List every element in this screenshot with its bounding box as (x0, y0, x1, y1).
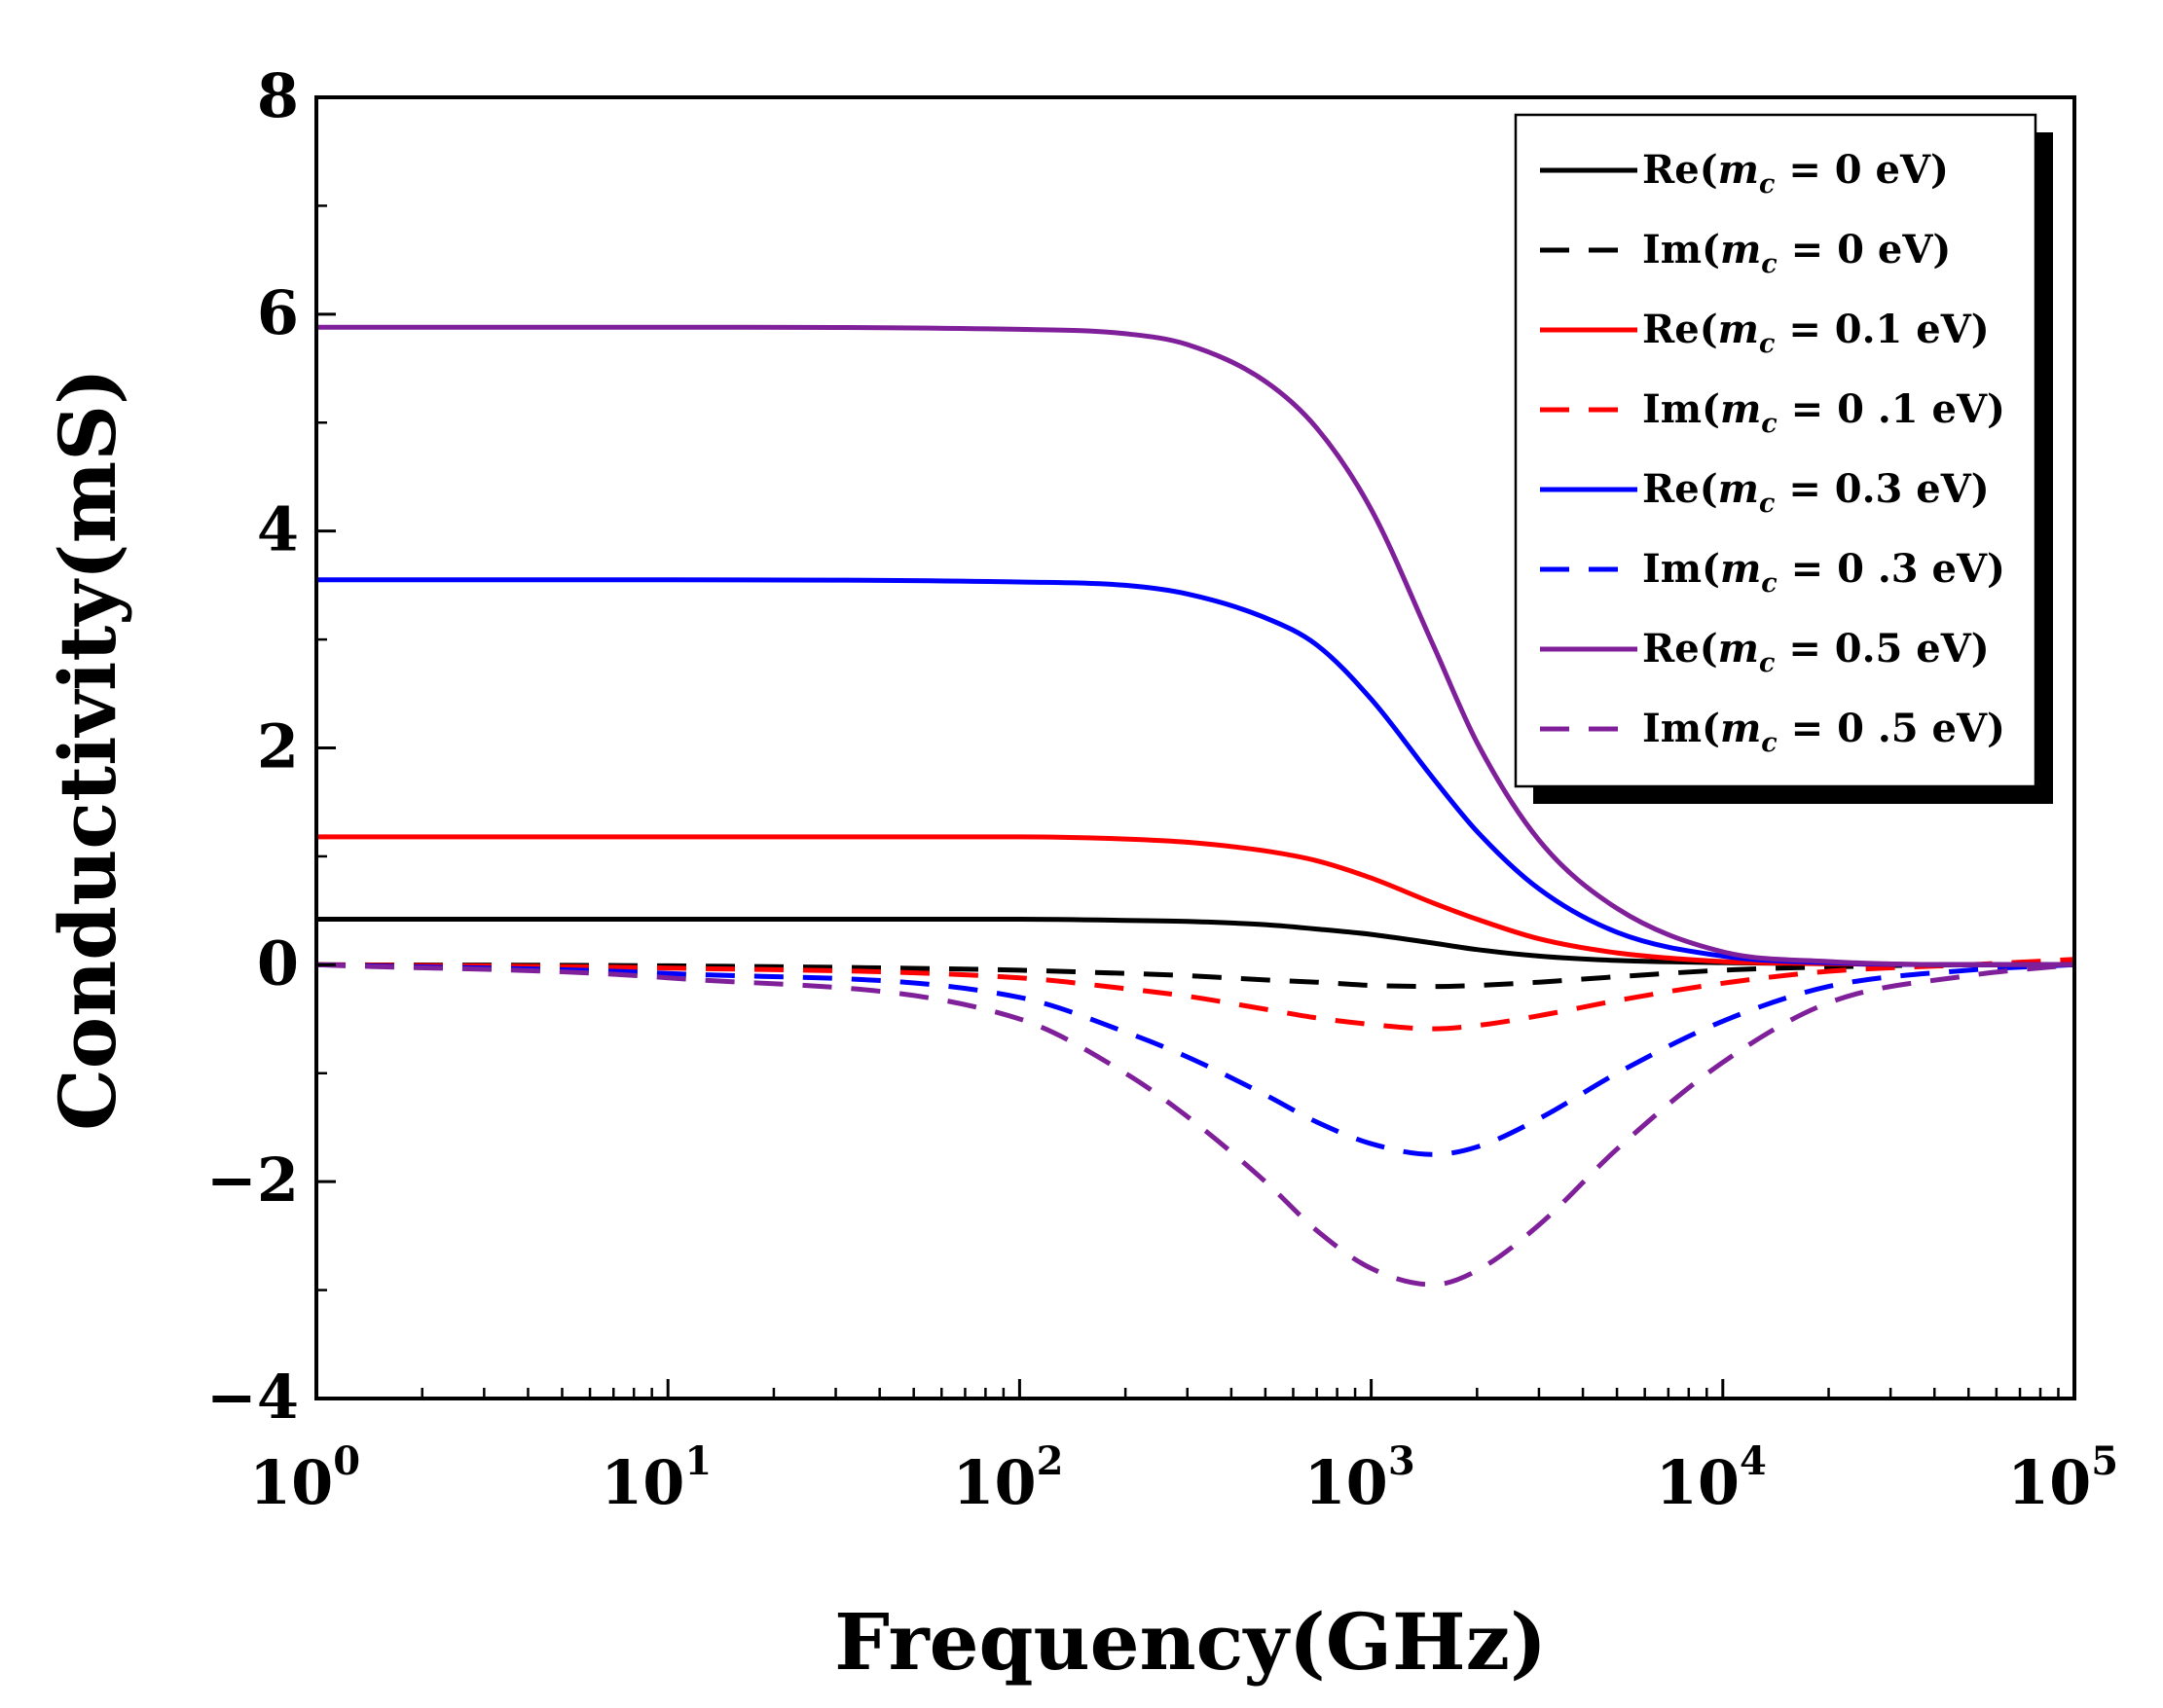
legend-label: Im(mc = 0 eV) (1642, 227, 1951, 279)
y-tick-label: 2 (257, 711, 299, 782)
y-tick-label: 8 (257, 60, 299, 131)
series-line-2 (315, 834, 2074, 967)
series-line-0 (316, 916, 2074, 967)
x-tick-label: 105 (2007, 1438, 2118, 1518)
y-tick-label: 0 (257, 927, 299, 999)
y-tick-label: −2 (206, 1145, 299, 1216)
y-tick-label: 4 (257, 494, 299, 565)
x-tick-label: 104 (1656, 1438, 1767, 1518)
legend: Re(mc = 0 eV) Im(mc = 0 eV) Re(mc = 0.1 eV… (1514, 113, 2053, 804)
series-line-7 (315, 962, 2075, 1288)
legend-label: Im(mc = 0 .3 eV) (1642, 546, 2005, 599)
series-line-1 (315, 962, 2074, 990)
y-tick-label: 6 (257, 277, 299, 348)
x-tick-label: 100 (249, 1438, 360, 1518)
series-layer (315, 324, 2075, 1288)
x-tick-label: 103 (1304, 1438, 1415, 1518)
legend-label: Re(mc = 0.1 eV) (1642, 307, 1990, 359)
y-axis-title: Conductivity(mS) (42, 368, 133, 1131)
legend-label: Re(mc = 0.3 eV) (1642, 466, 1990, 519)
legend-label: Re(mc = 0.5 eV) (1642, 626, 1990, 678)
legend-label: Re(mc = 0 eV) (1642, 147, 1949, 200)
series-line-5 (315, 962, 2075, 1157)
y-tick-label: −4 (206, 1362, 299, 1433)
legend-label: Im(mc = 0 .5 eV) (1642, 706, 2005, 758)
series-line-6 (316, 324, 2074, 967)
x-tick-label: 102 (952, 1438, 1063, 1518)
legend-box (1514, 113, 2037, 788)
x-axis-title: Frequency(GHz) (834, 1596, 1547, 1688)
legend-label: Im(mc = 0 .1 eV) (1642, 386, 2005, 439)
series-line-3 (315, 957, 2075, 1032)
x-tick-label: 101 (601, 1438, 712, 1518)
